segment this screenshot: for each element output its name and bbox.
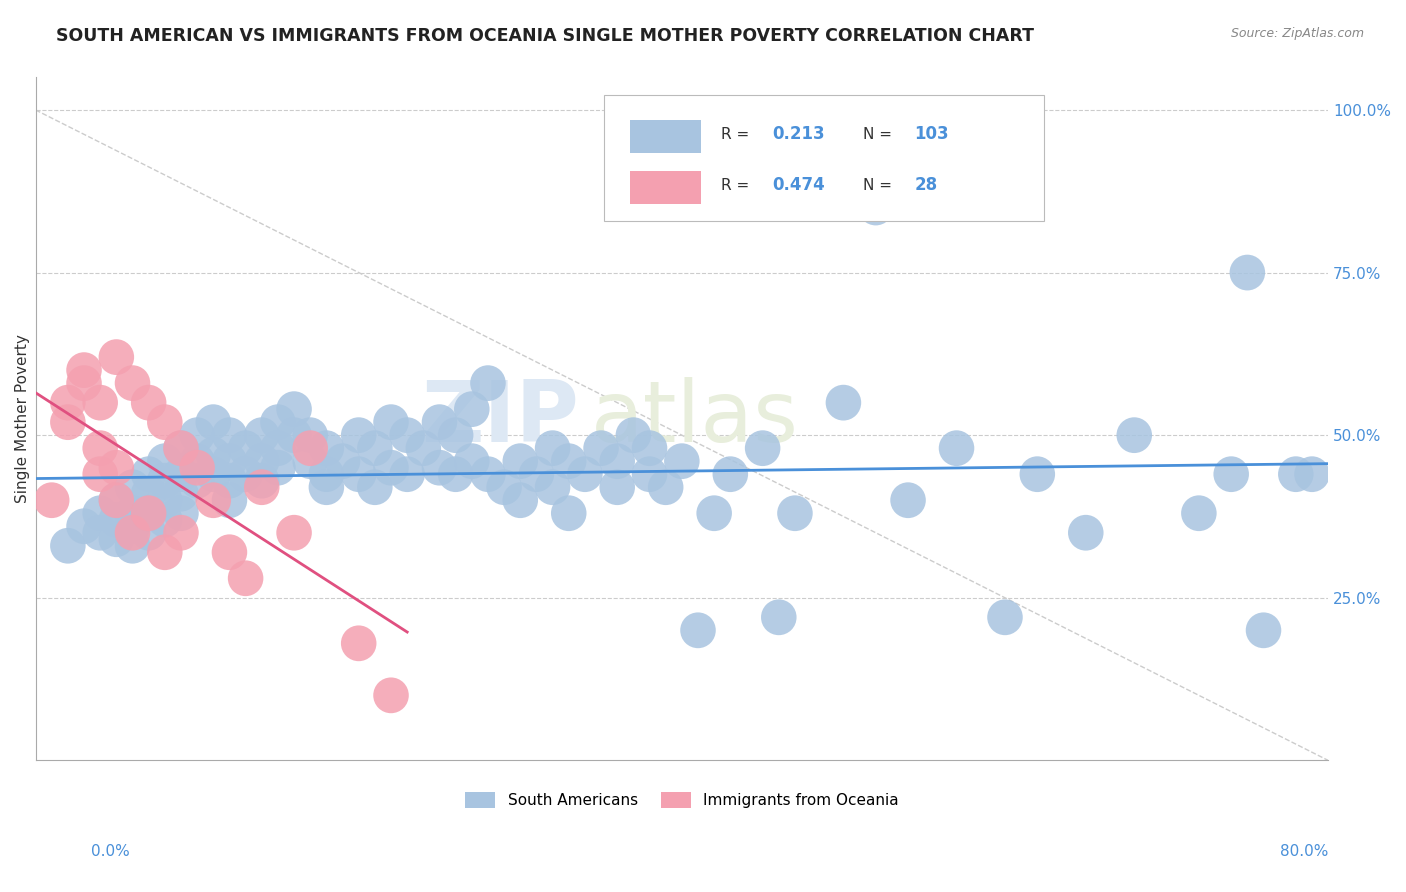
Text: ZIP: ZIP xyxy=(420,377,578,460)
Text: R =: R = xyxy=(721,178,754,193)
Legend: South Americans, Immigrants from Oceania: South Americans, Immigrants from Oceania xyxy=(458,786,905,814)
Text: 80.0%: 80.0% xyxy=(1281,845,1329,859)
Text: N =: N = xyxy=(863,178,897,193)
Text: 0.474: 0.474 xyxy=(772,177,825,194)
Y-axis label: Single Mother Poverty: Single Mother Poverty xyxy=(15,334,30,503)
Text: 28: 28 xyxy=(914,177,938,194)
Text: 0.0%: 0.0% xyxy=(91,845,131,859)
Text: atlas: atlas xyxy=(592,377,800,460)
Text: N =: N = xyxy=(863,127,897,142)
Text: R =: R = xyxy=(721,127,754,142)
Text: 0.213: 0.213 xyxy=(772,125,825,143)
Text: SOUTH AMERICAN VS IMMIGRANTS FROM OCEANIA SINGLE MOTHER POVERTY CORRELATION CHAR: SOUTH AMERICAN VS IMMIGRANTS FROM OCEANI… xyxy=(56,27,1035,45)
FancyBboxPatch shape xyxy=(630,171,702,203)
FancyBboxPatch shape xyxy=(605,95,1043,221)
Text: Source: ZipAtlas.com: Source: ZipAtlas.com xyxy=(1230,27,1364,40)
Text: 103: 103 xyxy=(914,125,949,143)
FancyBboxPatch shape xyxy=(630,120,702,153)
